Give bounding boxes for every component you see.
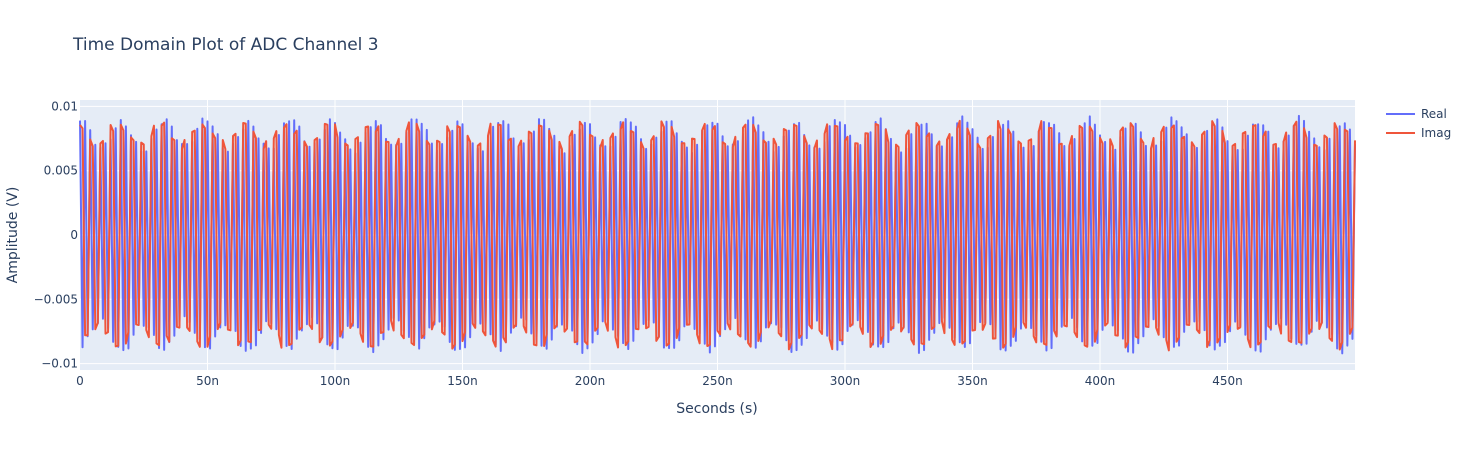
x-tick-label: 200n xyxy=(575,374,606,388)
legend-label: Imag xyxy=(1421,126,1451,140)
x-axis-ticks: 0 50n 100n 150n 200n 250n 300n 350n 400n 450n xyxy=(76,374,1243,388)
legend-label: Real xyxy=(1421,107,1447,121)
y-axis-ticks: −0.01 −0.005 0 0.005 0.01 xyxy=(34,99,78,370)
y-axis-label: Amplitude (V) xyxy=(5,187,21,284)
x-tick-label: 450n xyxy=(1212,374,1243,388)
x-tick-label: 350n xyxy=(957,374,988,388)
y-tick-label: 0 xyxy=(70,228,78,242)
x-tick-label: 250n xyxy=(702,374,733,388)
x-tick-label: 0 xyxy=(76,374,84,388)
legend-item-imag[interactable]: Imag xyxy=(1386,126,1451,140)
x-tick-label: 150n xyxy=(447,374,478,388)
x-tick-label: 400n xyxy=(1085,374,1116,388)
x-axis-label: Seconds (s) xyxy=(676,401,757,417)
x-tick-label: 50n xyxy=(196,374,219,388)
x-tick-label: 300n xyxy=(830,374,861,388)
legend[interactable]: Real Imag xyxy=(1386,107,1451,140)
y-tick-label: −0.01 xyxy=(41,357,78,371)
chart-title: Time Domain Plot of ADC Channel 3 xyxy=(72,35,379,55)
y-tick-label: 0.01 xyxy=(51,99,78,113)
legend-item-real[interactable]: Real xyxy=(1386,107,1447,121)
y-tick-label: 0.005 xyxy=(44,164,78,178)
series-layer xyxy=(79,114,1356,355)
y-tick-label: −0.005 xyxy=(34,292,78,306)
series-line-imag xyxy=(79,119,1356,352)
x-tick-label: 100n xyxy=(320,374,351,388)
